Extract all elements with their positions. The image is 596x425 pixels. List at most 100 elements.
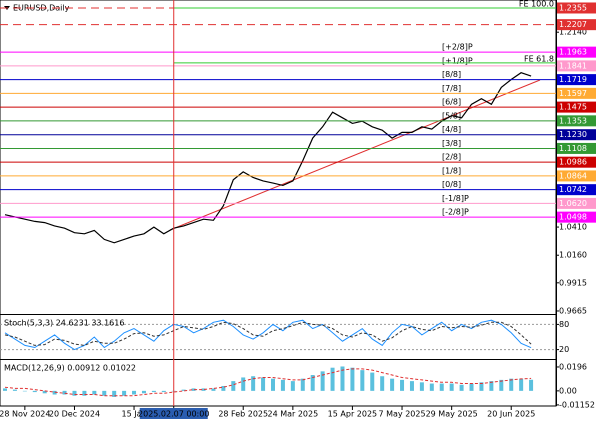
fe-label: FE 100.0 [519,0,554,8]
y-tick-label: 80 [559,320,569,329]
y-tick-label: 0.00 [559,386,577,395]
price-box-label: 1.1841 [559,61,587,70]
histogram-bar [141,390,146,394]
x-tick-label: 20 Dec 2024 [49,410,100,419]
histogram-bar [102,390,107,396]
y-tick-label: 0.9665 [559,306,587,315]
level-label: [8/8] [442,70,461,79]
x-tick-label: 29 May 2025 [426,410,478,419]
histogram-bar [92,390,97,395]
histogram-bar [449,383,454,391]
price-box-label: 1.2355 [559,3,587,12]
histogram-bar [529,379,534,391]
y-tick-label: 0.9915 [559,278,587,287]
histogram-bar [32,390,37,393]
level-label: [+2/8]P [442,43,473,52]
histogram-bar [400,379,405,391]
histogram-bar [390,378,395,391]
price-box-label: 1.0742 [559,185,587,194]
series-line [4,319,532,351]
level-label: [3/8] [442,139,461,148]
histogram-bar [340,366,345,391]
price-box [557,211,596,223]
histogram-bar [320,371,325,391]
level-label: [-2/8]P [442,208,469,217]
histogram-bar [350,367,355,391]
pane-title: Stoch(5,3,3) 24.6231 33.1616 [4,319,124,328]
histogram-bar [22,390,27,392]
price-box [557,60,596,72]
histogram-bar [52,390,57,395]
histogram-bar [211,388,216,391]
histogram-bar [161,390,166,393]
x-tick-label: 15 Apr 2025 [328,410,377,419]
price-box [557,115,596,127]
histogram-bar [370,372,375,391]
histogram-bar [42,390,47,394]
histogram-bar [122,390,127,396]
histogram-bar [201,388,206,391]
x-tick-label: 2025.02.07 00:00 [138,410,209,419]
price-box-label: 1.2207 [559,20,587,29]
histogram-bar [12,389,17,391]
histogram-bar [112,390,117,397]
crosshair-box [139,408,208,419]
x-tick-label: 28 Nov 2024 [0,410,50,419]
price-box [557,129,596,141]
histogram-bar [191,388,196,391]
histogram-bar [261,377,266,391]
price-box-label: 1.0986 [559,158,587,167]
histogram-bar [330,367,335,391]
price-box [557,74,596,86]
level-label: [-1/8]P [442,194,469,203]
histogram-bar [280,379,285,391]
fe-label: FE 61.8 [524,54,554,63]
price-box [557,156,596,168]
histogram-bar [459,384,464,391]
histogram-bar [519,378,524,391]
histogram-bar [72,390,77,396]
histogram-bar [499,379,504,391]
level-label: [1/8] [442,166,461,175]
price-box-label: 1.0620 [559,199,587,208]
level-label: [+1/8]P [442,56,473,65]
level-label: [5/8] [442,111,461,120]
histogram-bar [479,382,484,391]
price-box-label: 1.1963 [559,48,587,57]
pane-title: MACD(12,26,9) 0.00912 0.01022 [4,364,136,373]
trend-line [169,79,541,231]
x-tick-label: 15 Jan [122,410,147,419]
histogram-bar [62,390,67,395]
x-tick-label: 20 Jun 2025 [487,410,535,419]
x-tick-label: 7 May 2025 [378,410,425,419]
histogram-bar [82,390,87,396]
series-line [4,321,532,346]
histogram-bar [509,378,514,391]
price-box [557,101,596,113]
histogram-bar [221,385,226,391]
histogram-bar [360,370,365,391]
price-box [557,2,596,14]
histogram-bar [151,390,156,393]
level-label: [6/8] [442,98,461,107]
price-box-label: 1.1475 [559,103,587,112]
histogram-bar [181,389,186,391]
histogram-bar [439,383,444,391]
price-box [557,19,596,31]
price-box [557,184,596,196]
price-box-label: 1.1353 [559,116,587,125]
price-box-label: 1.1719 [559,75,587,84]
histogram-bar [419,382,424,391]
histogram-bar [300,378,305,391]
y-tick-label: 0.0196 [559,362,587,371]
price-box [557,170,596,182]
histogram-bar [489,381,494,391]
price-box [557,46,596,58]
y-tick-label: -0.01152 [559,400,595,409]
series-line [4,72,532,244]
histogram-bar [310,375,315,391]
series-line [4,368,532,397]
y-tick-label: 20 [559,345,569,354]
price-box-label: 1.1230 [559,130,587,139]
histogram-bar [429,383,434,391]
